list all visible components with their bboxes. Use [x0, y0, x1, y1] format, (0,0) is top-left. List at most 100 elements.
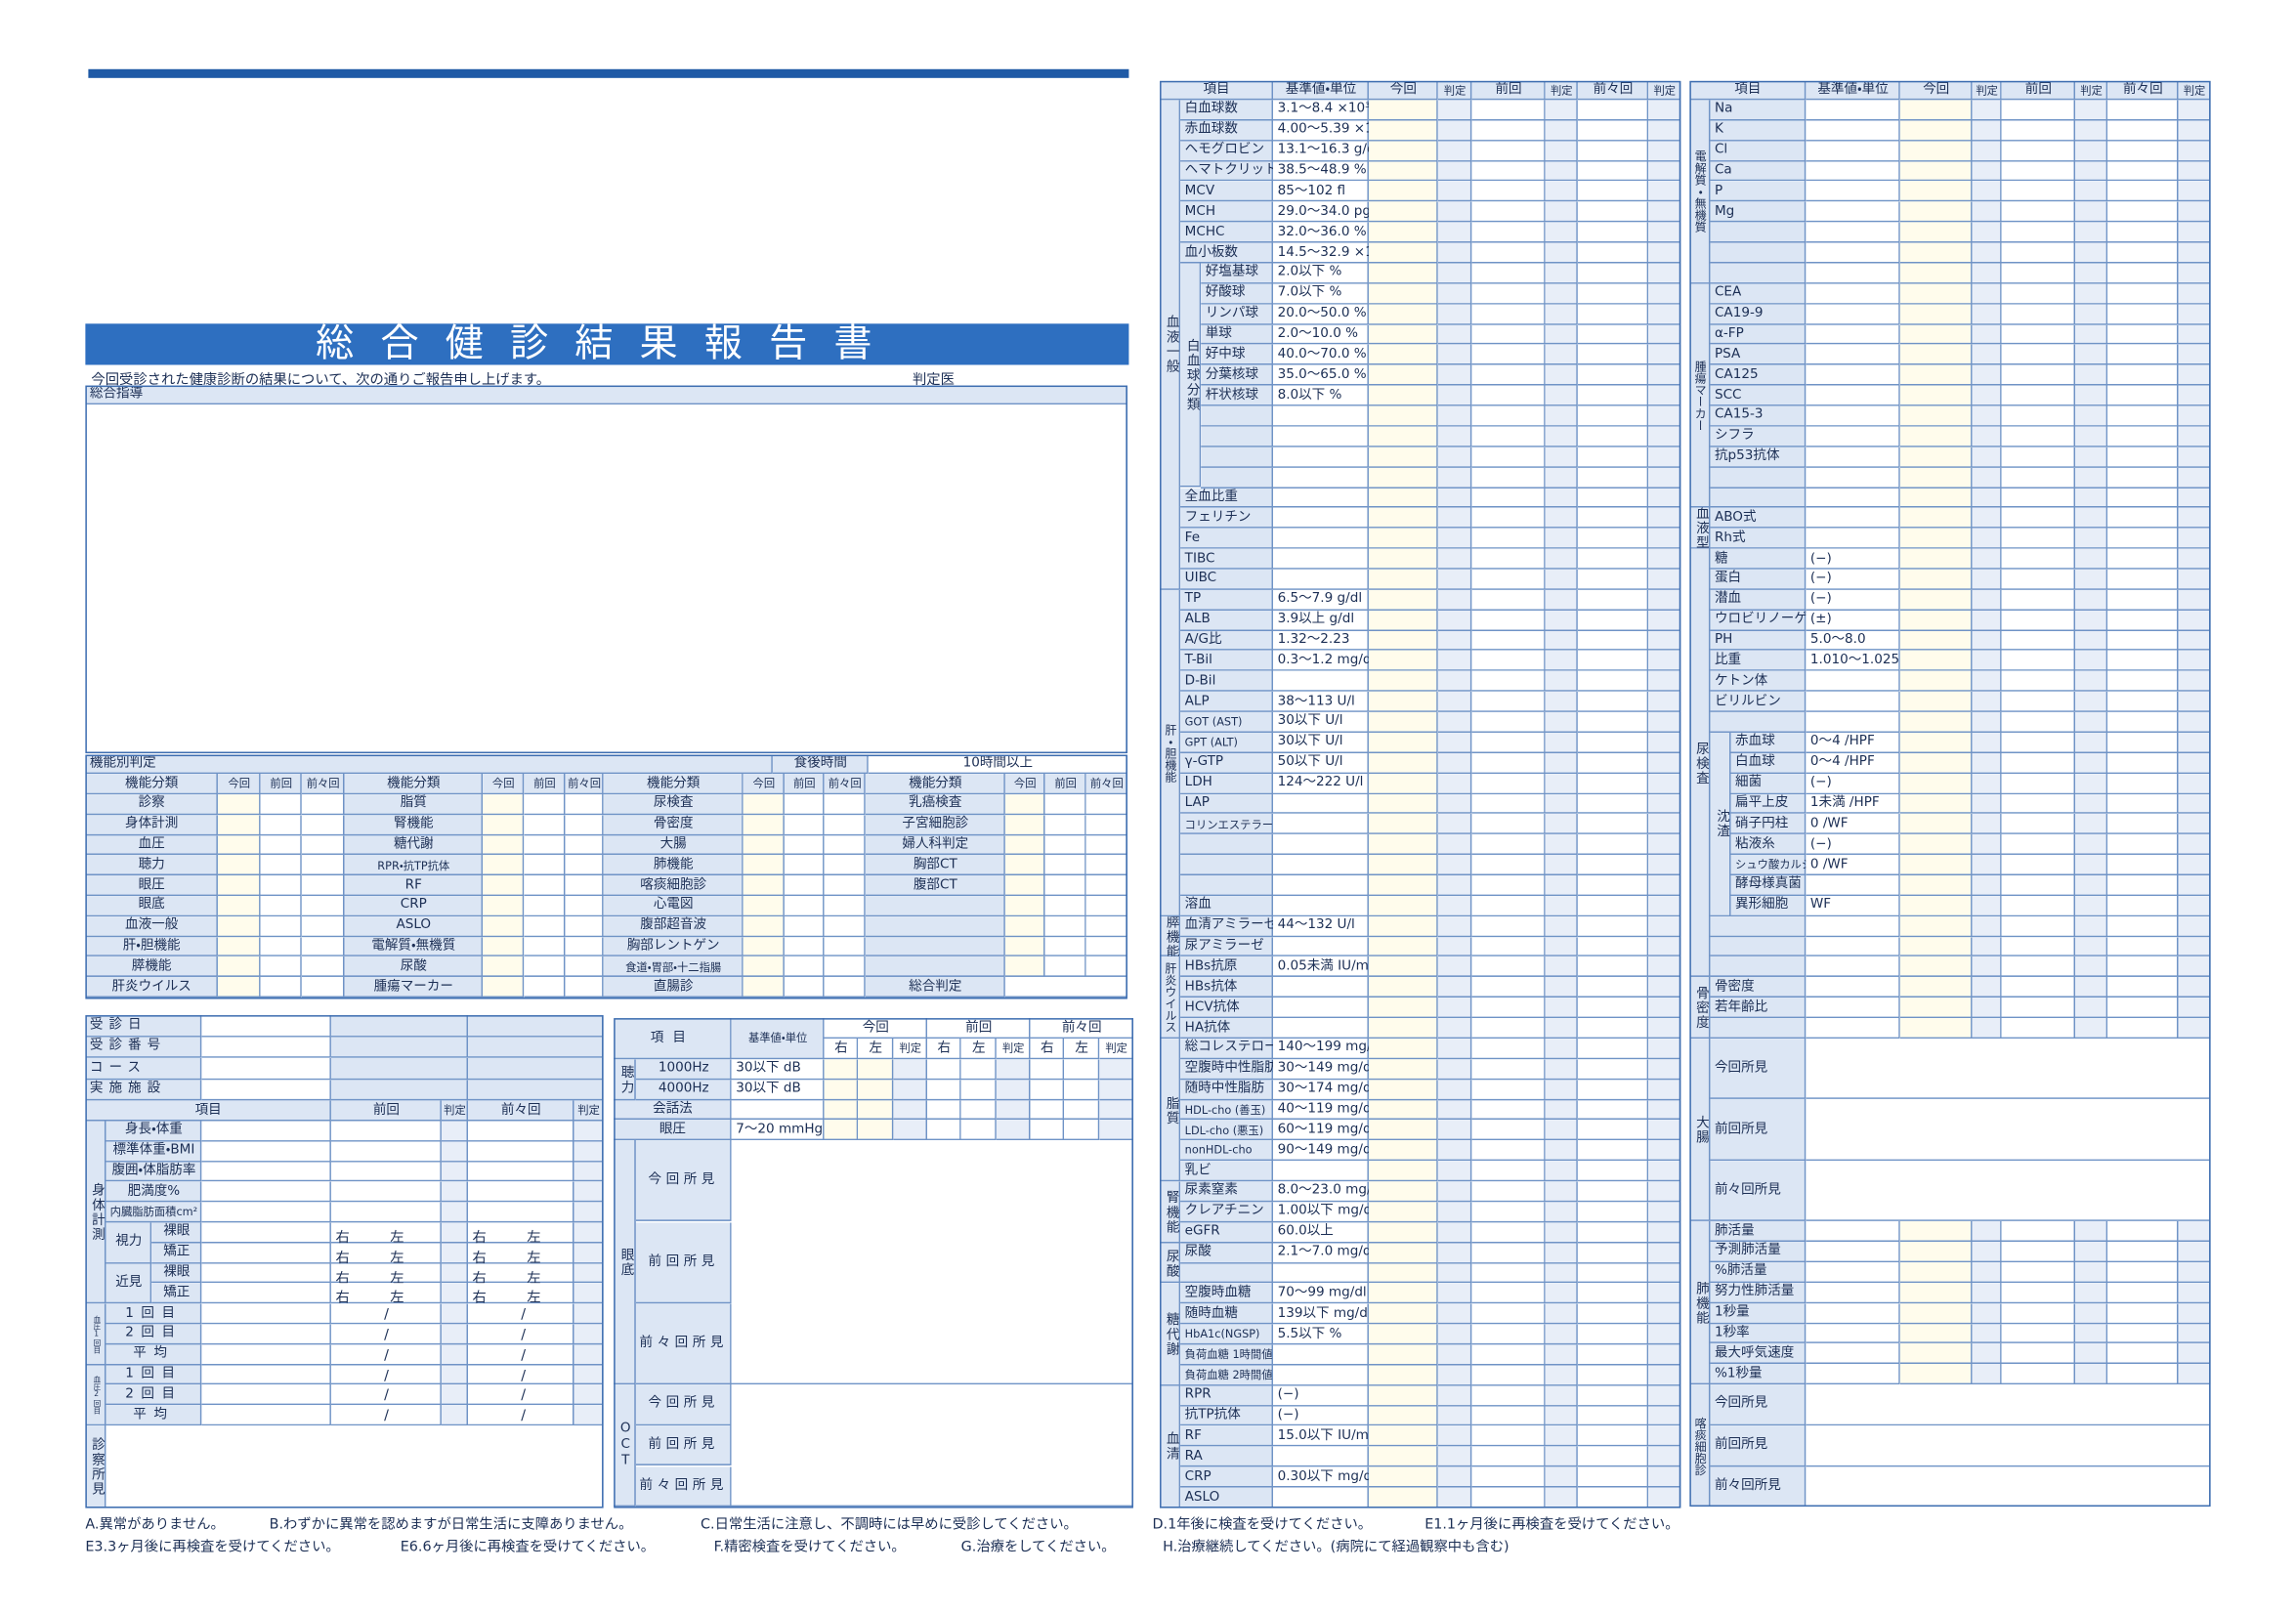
column-header: 判定	[441, 1100, 469, 1122]
value-cell	[1471, 446, 1546, 468]
function-name: 肺機能	[603, 855, 744, 876]
value-cell	[2001, 610, 2076, 631]
value-cell	[2107, 1261, 2179, 1283]
function-name: 肝炎ウイルス	[85, 977, 218, 998]
value-cell	[1577, 1324, 1649, 1345]
value-cell	[1899, 915, 1973, 937]
judgement-cell	[1972, 426, 2002, 447]
item-label: CRP	[1180, 1466, 1274, 1488]
value-cell	[2001, 283, 2076, 305]
bp-separator: /	[521, 1408, 527, 1425]
judgement-cell	[1085, 956, 1127, 978]
item-label: ケトン体	[1710, 671, 1807, 693]
findings-label: 前々回所見	[635, 1465, 732, 1508]
judgement-cell	[524, 834, 566, 856]
value-cell	[1899, 222, 1973, 243]
value-cell	[1471, 1059, 1546, 1080]
value-cell	[330, 1121, 442, 1142]
judgement-cell	[301, 956, 345, 978]
item-label: ビリルビン	[1710, 692, 1807, 712]
value-cell	[201, 1202, 331, 1223]
judgement-cell	[1648, 201, 1681, 223]
item-label: ヘモグロビン	[1180, 141, 1274, 162]
judgement-cell	[1648, 1262, 1681, 1284]
value-cell	[2107, 1242, 2179, 1262]
function-name: 電解質・無機質	[344, 936, 484, 957]
judgement-cell	[1972, 1261, 2002, 1283]
function-name: 眼底	[85, 896, 218, 916]
judgement-cell	[1437, 120, 1472, 142]
judgement-cell	[1972, 283, 2002, 305]
bp-separator: /	[384, 1306, 389, 1324]
value-cell	[201, 1344, 331, 1365]
value-cell	[2107, 426, 2179, 447]
judgement-cell	[565, 896, 604, 916]
judgement-cell	[1437, 998, 1472, 1019]
group-label: OCT	[614, 1384, 636, 1508]
item-label: 単球	[1201, 324, 1274, 345]
reference-value: 30以下 U/l	[1273, 711, 1369, 733]
function-name: 腫瘍マーカー	[344, 977, 484, 998]
reference-value: 15.0以下 IU/ml	[1273, 1425, 1369, 1447]
intro-text: 今回受診された健康診断の結果について、次の通りご報告申し上げます。	[91, 372, 551, 389]
judgement-cell	[1545, 936, 1578, 957]
judgement-legend: B.わずかに異常を認めますが日常生活に支障ありません。	[269, 1516, 633, 1534]
value-cell	[1577, 488, 1649, 509]
judgement-cell	[784, 814, 825, 835]
judgement-cell	[1545, 1120, 1578, 1141]
value-cell	[2107, 1364, 2179, 1385]
column-header: 今回	[1368, 80, 1438, 101]
judgement-cell	[1545, 508, 1578, 529]
judgement-cell	[1648, 692, 1681, 712]
value-cell	[2107, 651, 2179, 672]
judgement-cell	[1545, 692, 1578, 712]
value-cell	[2107, 834, 2179, 856]
judgement-cell	[743, 855, 785, 876]
judgement-cell	[1648, 1385, 1681, 1407]
judgement-cell	[1437, 1385, 1472, 1407]
reference-value: 5.5以下 %	[1273, 1324, 1369, 1345]
group-label: 糖代謝	[1160, 1283, 1181, 1386]
judgement-cell	[1648, 1079, 1681, 1100]
value-cell	[927, 1120, 961, 1141]
judgement-cell	[1545, 875, 1578, 896]
value-cell	[1899, 304, 1973, 325]
judgement-cell	[1545, 304, 1578, 325]
reference-value	[1273, 405, 1369, 427]
eye-side: 左	[527, 1270, 541, 1288]
value-cell	[1899, 1364, 1973, 1385]
judgement-cell	[1044, 855, 1086, 876]
judgement-cell	[2178, 936, 2211, 957]
blank-cell	[865, 896, 1005, 916]
judgement-cell	[1648, 630, 1681, 652]
item-label: リンパ球	[1201, 304, 1274, 325]
judgement-cell	[1437, 711, 1472, 733]
value-cell	[1368, 711, 1438, 733]
judgement-cell	[1044, 896, 1086, 916]
reference-value: 20.0〜50.0 %	[1273, 304, 1369, 325]
value-cell	[201, 1303, 331, 1325]
value-cell	[2001, 304, 2076, 325]
judgement-legend: G.治療をしてください。	[960, 1539, 1116, 1555]
item-label: ASLO	[1180, 1487, 1274, 1508]
judgement-cell	[2075, 1282, 2108, 1303]
value-cell	[1471, 263, 1546, 284]
judgement-cell	[217, 855, 261, 876]
judgement-cell	[1004, 875, 1045, 897]
reference-value	[1806, 915, 1900, 937]
judgement-cell	[1545, 405, 1578, 427]
value-cell	[1471, 222, 1546, 243]
judgement-cell	[1545, 610, 1578, 631]
judgement-cell	[565, 794, 604, 815]
judgement-cell	[2178, 467, 2211, 488]
value-cell	[1577, 977, 1649, 998]
judgement-cell	[483, 956, 525, 978]
judgement-cell	[1437, 589, 1472, 611]
value-cell	[1577, 651, 1649, 672]
value-cell	[330, 1324, 442, 1345]
item-label: 比重	[1710, 651, 1807, 672]
judgement-cell	[1545, 1446, 1578, 1467]
value-cell	[2107, 895, 2179, 916]
judgement-cell	[1545, 120, 1578, 142]
value-cell	[330, 1303, 442, 1325]
